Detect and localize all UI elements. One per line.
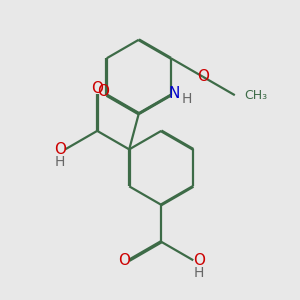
Text: O: O <box>91 81 103 96</box>
Text: N: N <box>168 86 179 101</box>
Text: H: H <box>55 155 65 169</box>
Text: O: O <box>197 69 209 84</box>
Text: CH₃: CH₃ <box>244 89 267 102</box>
Text: O: O <box>54 142 66 157</box>
Text: O: O <box>118 253 130 268</box>
Text: O: O <box>97 84 109 99</box>
Text: O: O <box>193 253 205 268</box>
Text: H: H <box>194 266 204 280</box>
Text: H: H <box>181 92 191 106</box>
